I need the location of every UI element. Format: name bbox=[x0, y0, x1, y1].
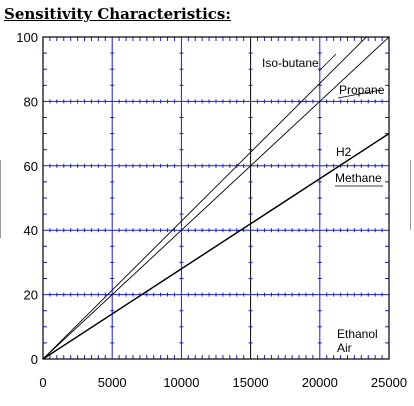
x-tick-label: 0 bbox=[39, 375, 46, 390]
y-tick-label: 0 bbox=[31, 352, 38, 367]
series-line-iso-butane bbox=[43, 37, 368, 359]
y-tick-label: 60 bbox=[24, 159, 38, 174]
right-edge-mark bbox=[410, 160, 411, 230]
y-tick-label: 100 bbox=[16, 30, 38, 45]
series-layer bbox=[43, 37, 389, 359]
left-edge-mark bbox=[0, 160, 1, 238]
x-tick-label: 10000 bbox=[163, 375, 199, 390]
series-line-propane bbox=[43, 37, 389, 359]
grid-layer bbox=[43, 37, 389, 359]
x-tick-label: 25000 bbox=[371, 375, 407, 390]
series-label-air: Air bbox=[337, 341, 352, 355]
x-tick-label: 15000 bbox=[233, 375, 269, 390]
x-tick-label: 20000 bbox=[302, 375, 338, 390]
page-heading: Sensitivity Characteristics: bbox=[4, 5, 231, 23]
series-label-propane: Propane bbox=[339, 83, 385, 97]
series-label-leader-propane bbox=[337, 89, 382, 99]
series-label-methane: Methane bbox=[335, 171, 382, 185]
y-tick-label: 20 bbox=[24, 288, 38, 303]
series-line-methane bbox=[43, 133, 389, 359]
x-tick-label: 5000 bbox=[98, 375, 127, 390]
series-label-h2: H2 bbox=[336, 145, 352, 159]
series-label-leader-iso-butane bbox=[318, 53, 337, 72]
series-label-iso-butane: Iso-butane bbox=[262, 56, 319, 70]
series-label-ethanol: Ethanol bbox=[337, 327, 378, 341]
y-tick-label: 80 bbox=[24, 94, 38, 109]
y-tick-label: 40 bbox=[24, 223, 38, 238]
plot-frame bbox=[42, 36, 390, 360]
